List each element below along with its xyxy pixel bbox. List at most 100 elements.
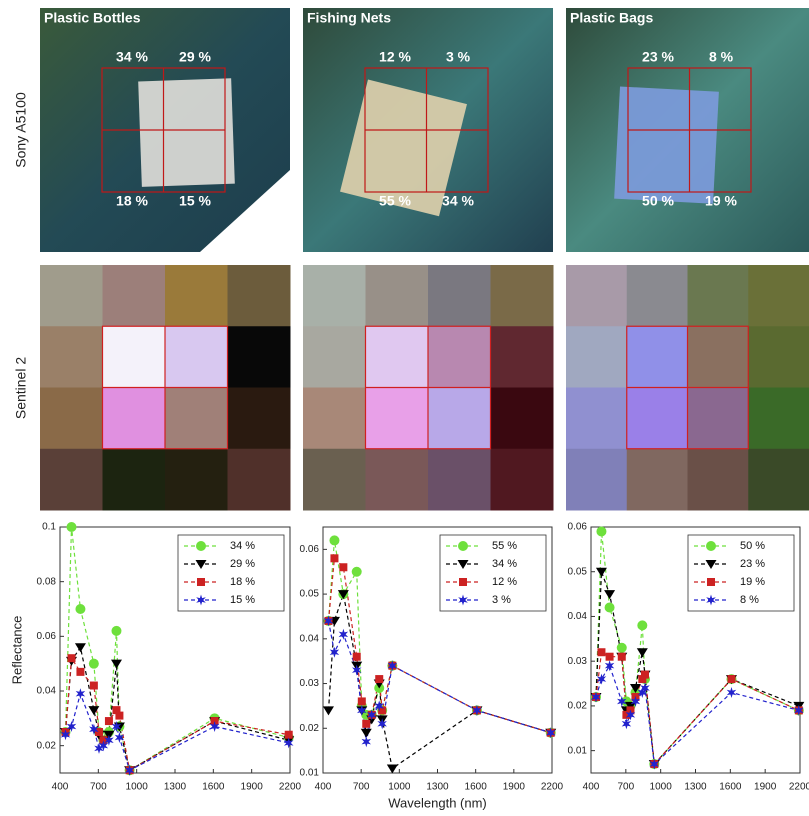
quadrant-label: 12 % (379, 49, 411, 65)
x-tick-label: 400 (52, 782, 69, 793)
sentinel-pixel (165, 265, 228, 327)
sentinel-pixel (566, 326, 627, 388)
data-point (76, 688, 86, 699)
data-point (605, 603, 615, 613)
legend-label: 3 % (492, 594, 511, 606)
y-axis-label: Reflectance (9, 616, 24, 685)
sentinel-pixel (428, 265, 491, 327)
x-tick-label: 2200 (541, 782, 564, 793)
legend-marker (459, 578, 467, 586)
data-point (67, 522, 77, 532)
sentinel-pixel (688, 388, 749, 450)
sentinel-pixel (491, 449, 554, 511)
sentinel-pixel (40, 449, 103, 511)
sentinel-pixel (491, 326, 554, 388)
x-tick-label: 1900 (503, 782, 526, 793)
series-line (329, 621, 551, 742)
data-point (111, 660, 122, 669)
sentinel-pixel (428, 449, 491, 511)
y-tick-label: 0.03 (568, 656, 588, 667)
sentinel-pixel (228, 388, 291, 450)
row-label: Sony A5100 (13, 92, 29, 168)
sentinel-pixel (748, 265, 809, 327)
sentinel-pixel (688, 449, 749, 511)
y-tick-label: 0.1 (42, 522, 56, 533)
data-point (111, 626, 121, 636)
panel-title: Plastic Bags (570, 10, 653, 26)
x-axis-label: Wavelength (nm) (388, 795, 487, 810)
data-point (76, 668, 84, 676)
data-point (115, 732, 125, 743)
x-tick-label: 1300 (164, 782, 187, 793)
legend-label: 8 % (740, 594, 759, 606)
series-line (329, 594, 551, 768)
legend-label: 12 % (492, 576, 517, 588)
data-point (727, 687, 737, 698)
data-point (339, 563, 347, 571)
sentinel-pixel (103, 449, 166, 511)
quadrant-label: 18 % (116, 193, 148, 209)
quadrant-label: 8 % (709, 49, 734, 65)
x-tick-label: 400 (583, 782, 600, 793)
legend-label: 29 % (230, 558, 255, 570)
legend-label: 34 % (230, 540, 255, 552)
y-tick-label: 0.02 (37, 740, 57, 751)
data-point (637, 620, 647, 630)
sentinel-pixel (748, 388, 809, 450)
y-tick-label: 0.08 (37, 576, 57, 587)
legend-marker (458, 541, 468, 551)
legend-marker (706, 541, 716, 551)
sentinel-pixel (228, 326, 291, 388)
data-point (597, 648, 605, 656)
sentinel-pixel (103, 265, 166, 327)
y-tick-label: 0.04 (300, 633, 320, 644)
data-point (358, 697, 366, 705)
x-tick-label: 1000 (126, 782, 149, 793)
sentinel-pixel (566, 449, 627, 511)
sentinel-pixel (627, 388, 688, 450)
quadrant-label: 3 % (446, 49, 471, 65)
data-point (339, 629, 349, 640)
legend-marker (707, 578, 715, 586)
data-point (362, 720, 370, 728)
y-tick-label: 0.06 (568, 522, 588, 533)
x-tick-label: 700 (90, 782, 107, 793)
data-point (637, 648, 648, 657)
y-tick-label: 0.01 (300, 768, 320, 779)
sentinel-pixel (103, 326, 166, 388)
data-point (68, 654, 76, 662)
sentinel-pixel (566, 388, 627, 450)
data-point (622, 718, 632, 729)
panel-title: Fishing Nets (307, 10, 391, 26)
sample-patch (138, 78, 235, 187)
data-point (330, 647, 340, 658)
x-tick-label: 400 (315, 782, 332, 793)
sentinel-pixel (688, 265, 749, 327)
data-point (604, 590, 615, 599)
legend-label: 19 % (740, 576, 765, 588)
x-tick-label: 1900 (241, 782, 264, 793)
quadrant-label: 34 % (442, 193, 474, 209)
data-point (605, 660, 615, 671)
sentinel-pixel (40, 326, 103, 388)
data-point (353, 653, 361, 661)
data-point (362, 736, 372, 747)
sentinel-pixel (303, 388, 366, 450)
y-tick-label: 0.01 (568, 745, 588, 756)
figure: Sony A5100 Sentinel 2 Plastic Bottles34 … (0, 0, 809, 816)
legend-label: 34 % (492, 558, 517, 570)
x-tick-label: 1300 (684, 782, 707, 793)
x-tick-label: 2200 (279, 782, 302, 793)
data-point (330, 554, 338, 562)
x-tick-label: 1600 (202, 782, 225, 793)
y-tick-label: 0.02 (568, 701, 588, 712)
row-label: Sentinel 2 (13, 357, 29, 419)
data-point (641, 671, 649, 679)
data-point (75, 604, 85, 614)
data-point (329, 535, 339, 545)
x-tick-label: 1600 (465, 782, 488, 793)
sentinel-pixel (366, 265, 429, 327)
quadrant-label: 23 % (642, 49, 674, 65)
sentinel-pixel (688, 326, 749, 388)
sentinel-pixel (491, 265, 554, 327)
